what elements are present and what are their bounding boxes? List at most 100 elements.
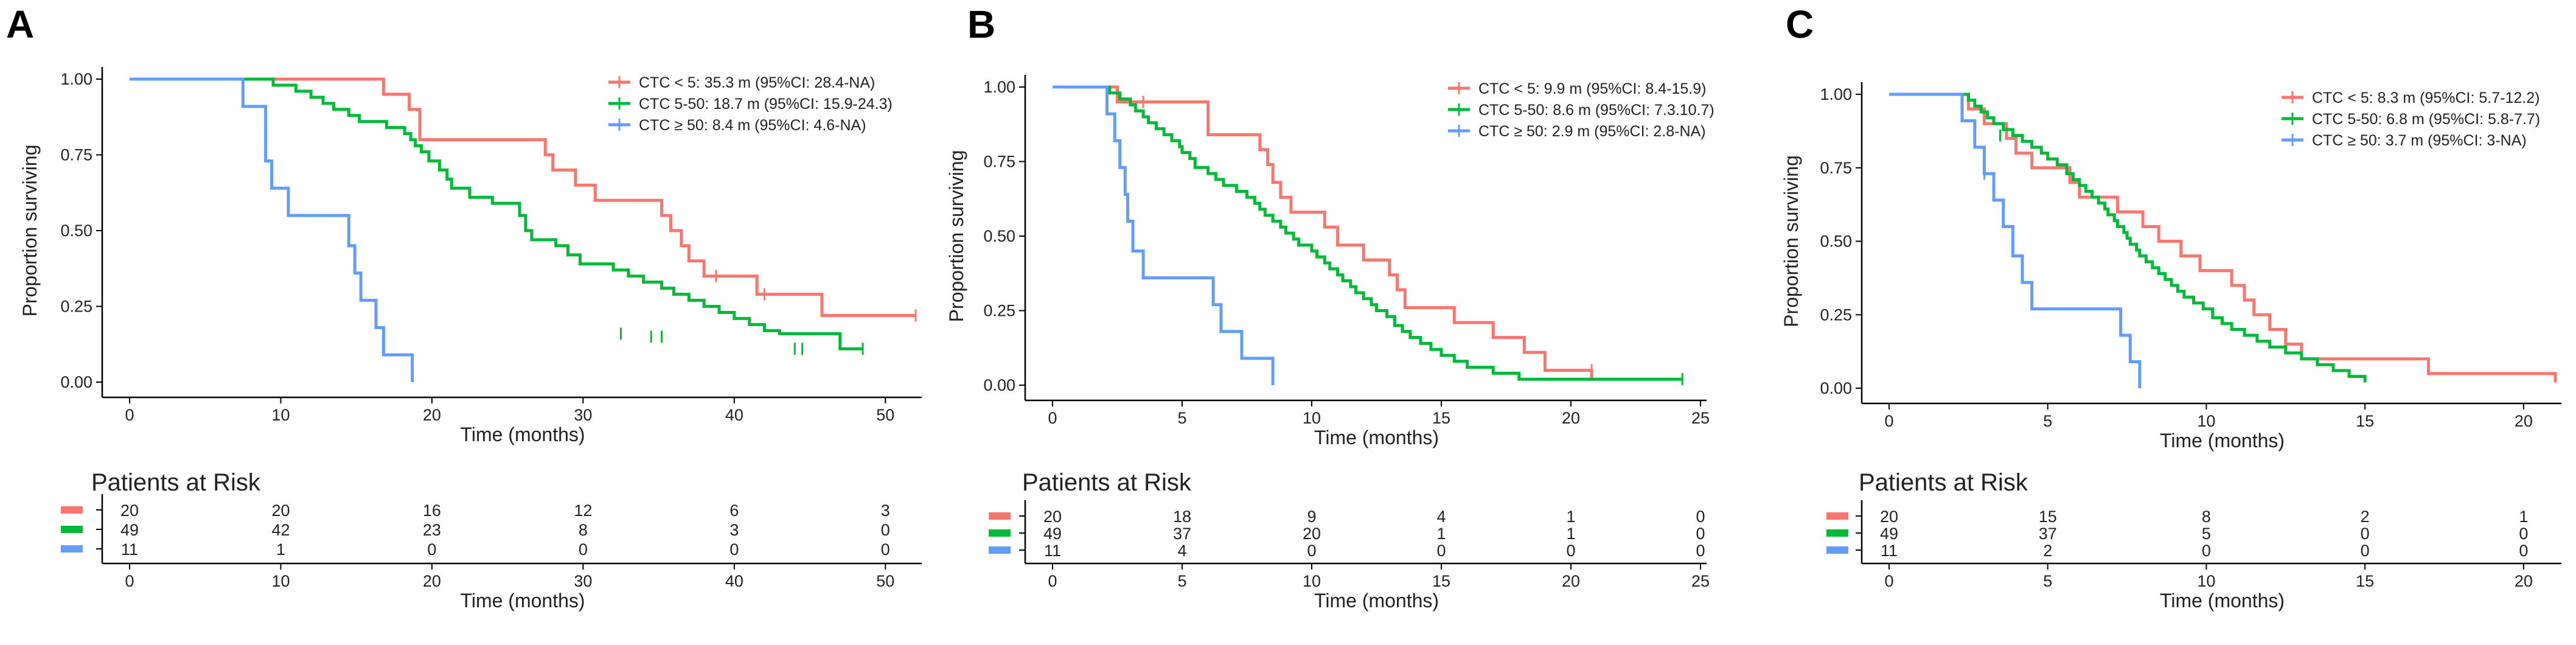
risk-row-swatch bbox=[989, 546, 1011, 554]
risk-x-tick-label: 20 bbox=[2515, 572, 2533, 590]
y-axis-title: Proportion surviving bbox=[19, 145, 41, 317]
risk-count: 42 bbox=[271, 521, 290, 539]
risk-count: 2 bbox=[2043, 542, 2052, 560]
y-tick-label: 0.75 bbox=[983, 153, 1015, 171]
risk-count: 8 bbox=[2202, 507, 2211, 526]
y-axis-title: Proportion surviving bbox=[945, 150, 967, 322]
km-curve-0 bbox=[130, 77, 916, 317]
risk-x-tick-label: 0 bbox=[125, 572, 134, 590]
risk-count: 20 bbox=[1043, 507, 1062, 526]
risk-x-tick-label: 10 bbox=[1303, 572, 1321, 590]
risk-row-swatch bbox=[1826, 529, 1848, 537]
risk-count: 11 bbox=[121, 540, 138, 559]
y-tick-label: 0.50 bbox=[60, 221, 92, 240]
risk-count: 6 bbox=[729, 501, 739, 520]
y-tick-label: 0.50 bbox=[1820, 232, 1852, 251]
risk-x-tick-label: 10 bbox=[2197, 572, 2215, 590]
x-tick-label: 30 bbox=[574, 406, 592, 424]
km-curve-2 bbox=[1053, 85, 1275, 385]
risk-count: 20 bbox=[271, 501, 290, 520]
risk-x-tick-label: 40 bbox=[725, 572, 743, 590]
y-tick-label: 0.25 bbox=[1820, 305, 1852, 324]
y-tick-label: 1.00 bbox=[983, 78, 1015, 96]
panel-letter: A bbox=[6, 2, 34, 46]
y-tick-label: 0.50 bbox=[983, 227, 1015, 245]
risk-count: 0 bbox=[427, 540, 436, 559]
risk-row-swatch bbox=[1826, 512, 1848, 520]
risk-row-swatch bbox=[61, 545, 83, 553]
x-axis-title: Time (months) bbox=[1314, 427, 1439, 448]
risk-x-tick-label: 30 bbox=[574, 572, 592, 590]
risk-x-tick-label: 15 bbox=[2356, 572, 2374, 590]
risk-x-tick-label: 50 bbox=[876, 572, 894, 590]
y-tick-label: 1.00 bbox=[60, 70, 92, 88]
y-tick-label: 0.00 bbox=[1820, 379, 1852, 397]
risk-count: 8 bbox=[579, 521, 588, 539]
risk-count: 5 bbox=[2202, 525, 2211, 543]
x-tick-label: 10 bbox=[271, 406, 290, 424]
risk-count: 11 bbox=[1881, 542, 1898, 560]
x-tick-label: 0 bbox=[1884, 412, 1893, 430]
risk-count: 12 bbox=[574, 501, 592, 520]
risk-x-tick-label: 0 bbox=[1048, 572, 1057, 590]
x-tick-label: 20 bbox=[2515, 412, 2533, 430]
risk-x-axis-title: Time (months) bbox=[460, 590, 585, 612]
legend-entry: CTC 5-50: 18.7 m (95%CI: 15.9-24.3) bbox=[639, 96, 893, 113]
x-tick-label: 15 bbox=[2356, 412, 2374, 430]
risk-count: 0 bbox=[1307, 542, 1316, 560]
legend-entry: CTC ≥ 50: 3.7 m (95%CI: 3-NA) bbox=[2312, 132, 2527, 149]
x-tick-label: 20 bbox=[423, 406, 441, 424]
risk-x-tick-label: 20 bbox=[1562, 572, 1580, 590]
risk-row-swatch bbox=[989, 529, 1011, 537]
risk-count: 0 bbox=[1566, 542, 1575, 560]
x-tick-label: 40 bbox=[725, 406, 743, 424]
risk-count: 3 bbox=[881, 501, 890, 520]
x-tick-label: 20 bbox=[1562, 409, 1580, 427]
legend-entry: CTC < 5: 8.3 m (95%CI: 5.7-12.2) bbox=[2312, 89, 2539, 106]
risk-row-swatch bbox=[61, 526, 83, 533]
x-tick-label: 10 bbox=[2197, 412, 2215, 430]
risk-count: 1 bbox=[1436, 525, 1446, 543]
risk-count: 0 bbox=[1696, 525, 1705, 543]
risk-x-tick-label: 20 bbox=[423, 572, 441, 590]
risk-count: 49 bbox=[120, 521, 139, 539]
legend-entry: CTC < 5: 9.9 m (95%CI: 8.4-15.9) bbox=[1478, 80, 1706, 97]
risk-table-title: Patients at Risk bbox=[91, 469, 261, 496]
risk-count: 1 bbox=[276, 540, 285, 559]
risk-count: 49 bbox=[1043, 525, 1062, 543]
y-tick-label: 0.75 bbox=[1820, 159, 1852, 177]
x-axis-title: Time (months) bbox=[2160, 430, 2285, 452]
risk-count: 0 bbox=[2202, 542, 2211, 560]
risk-x-axis-title: Time (months) bbox=[1314, 590, 1439, 612]
x-tick-label: 10 bbox=[1303, 409, 1321, 427]
x-tick-label: 50 bbox=[876, 406, 894, 424]
km-curve-0 bbox=[1053, 85, 1593, 380]
legend-entry: CTC 5-50: 8.6 m (95%CI: 7.3.10.7) bbox=[1478, 102, 1714, 119]
risk-count: 15 bbox=[2039, 507, 2057, 526]
risk-count: 11 bbox=[1044, 542, 1061, 560]
km-curve-0 bbox=[1889, 92, 2557, 383]
risk-count: 0 bbox=[881, 521, 890, 539]
risk-table-title: Patients at Risk bbox=[1859, 469, 2028, 496]
x-tick-label: 0 bbox=[125, 406, 134, 424]
risk-count: 23 bbox=[423, 521, 441, 539]
risk-count: 0 bbox=[2519, 525, 2528, 543]
y-tick-label: 1.00 bbox=[1820, 85, 1852, 103]
km-curve-1 bbox=[1053, 85, 1683, 381]
risk-x-tick-label: 0 bbox=[1884, 572, 1893, 590]
risk-count: 16 bbox=[423, 501, 441, 520]
risk-x-tick-label: 5 bbox=[1177, 572, 1186, 590]
risk-count: 0 bbox=[579, 540, 588, 559]
risk-x-axis-title: Time (months) bbox=[2160, 590, 2285, 612]
risk-count: 20 bbox=[120, 501, 139, 520]
x-tick-label: 5 bbox=[1177, 409, 1186, 427]
risk-count: 4 bbox=[1436, 507, 1446, 526]
risk-count: 3 bbox=[729, 521, 739, 539]
panel-letter: C bbox=[1786, 2, 1814, 46]
risk-count: 20 bbox=[1880, 507, 1898, 526]
risk-count: 18 bbox=[1173, 507, 1191, 526]
risk-count: 0 bbox=[1696, 542, 1705, 560]
risk-count: 2 bbox=[2361, 507, 2370, 526]
